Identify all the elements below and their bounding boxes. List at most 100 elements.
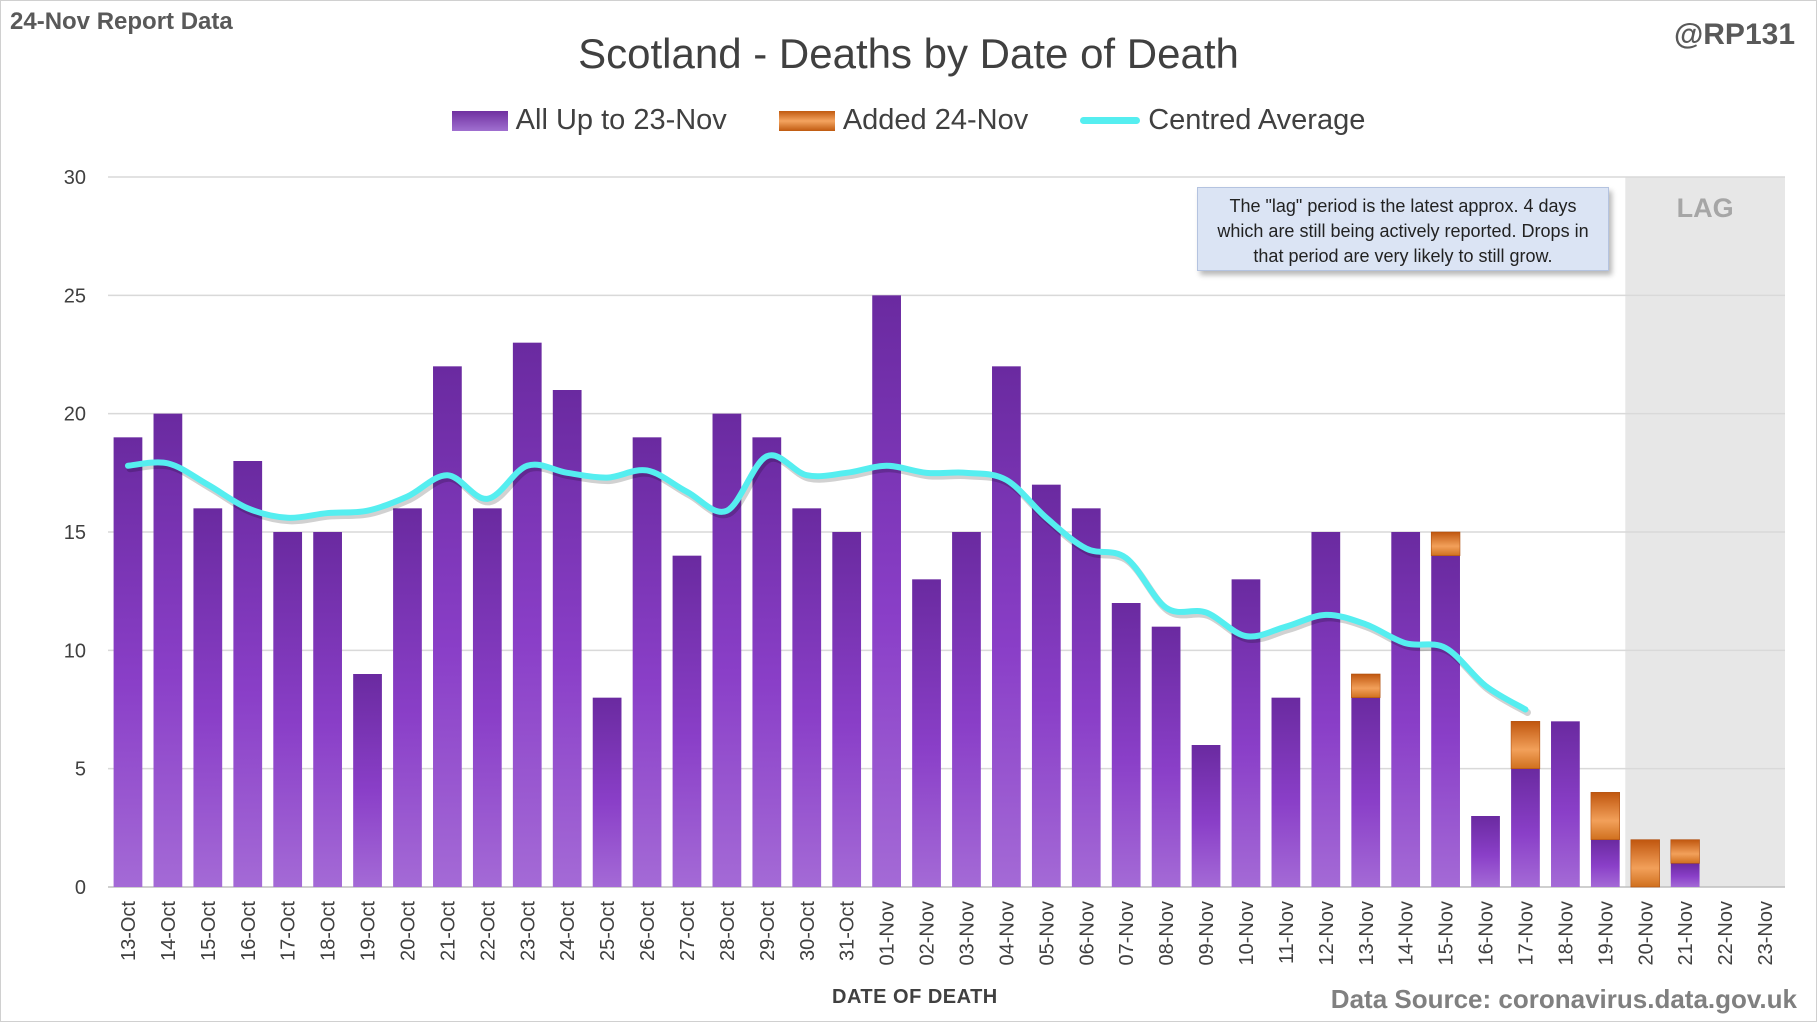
- lag-label: LAG: [1677, 193, 1734, 223]
- y-tick-label: 20: [64, 404, 86, 426]
- bar-base: [552, 390, 582, 887]
- bar-base: [1191, 745, 1221, 887]
- x-tick-label: 16-Oct: [238, 901, 260, 961]
- bar-base: [1351, 697, 1381, 887]
- author-handle: @RP131: [1674, 18, 1795, 51]
- bar-base: [592, 697, 622, 887]
- data-source: Data Source: coronavirus.data.gov.uk: [1330, 984, 1797, 1014]
- x-tick-label: 18-Oct: [318, 901, 340, 961]
- x-tick-label: 21-Oct: [437, 901, 459, 961]
- bar-base: [393, 508, 422, 887]
- lag-note: The "lag" period is the latest approx. 4…: [1197, 187, 1609, 271]
- legend-swatch-average: [1080, 117, 1141, 124]
- bar-added: [1670, 839, 1700, 864]
- x-tick-label: 19-Nov: [1595, 901, 1617, 965]
- legend-label-added: Added 24-Nov: [842, 104, 1029, 136]
- x-tick-label: 24-Oct: [557, 901, 579, 961]
- legend-label-base: All Up to 23-Nov: [515, 104, 727, 136]
- bar-base: [353, 674, 382, 887]
- bar-added: [1590, 792, 1620, 840]
- bar-base: [1031, 484, 1061, 887]
- x-tick-label: 15-Oct: [198, 901, 220, 961]
- x-tick-label: 20-Nov: [1635, 901, 1657, 965]
- x-tick-label: 28-Oct: [717, 901, 739, 961]
- bar-base: [1271, 697, 1301, 887]
- bar-added: [1510, 721, 1541, 769]
- bar-base: [1471, 816, 1500, 887]
- bar-base: [512, 342, 542, 888]
- bar-base: [433, 366, 462, 887]
- x-tick-label: 05-Nov: [1036, 901, 1058, 965]
- bar-base: [632, 437, 662, 887]
- y-tick-label: 15: [64, 522, 86, 544]
- bar-base: [1511, 768, 1540, 887]
- bar-base: [1311, 532, 1341, 887]
- x-tick-label: 25-Oct: [597, 901, 619, 961]
- x-tick-label: 17-Oct: [278, 901, 300, 961]
- x-tick-label: 13-Nov: [1356, 901, 1378, 965]
- chart-title: Scotland - Deaths by Date of Death: [578, 30, 1239, 77]
- bar-base: [313, 532, 342, 887]
- y-tick-label: 10: [64, 640, 86, 662]
- legend-label-average: Centred Average: [1148, 104, 1366, 136]
- legend-item-average: Centred Average: [1080, 104, 1365, 137]
- x-tick-label: 12-Nov: [1316, 901, 1338, 965]
- x-tick-label: 27-Oct: [677, 901, 699, 961]
- x-tick-label: 09-Nov: [1196, 901, 1218, 965]
- x-tick-label: 17-Nov: [1515, 901, 1537, 965]
- x-tick-label: 07-Nov: [1116, 901, 1138, 965]
- legend: All Up to 23-Nov Added 24-Nov Centred Av…: [0, 104, 1817, 137]
- bar-base: [113, 437, 143, 887]
- x-tick-label: 15-Nov: [1436, 901, 1458, 965]
- x-tick-label: 16-Nov: [1476, 901, 1498, 965]
- x-tick-label: 06-Nov: [1076, 901, 1098, 965]
- bar-base: [1071, 508, 1101, 887]
- bar-base: [1231, 579, 1261, 887]
- bar-base: [712, 413, 742, 887]
- x-tick-label: 14-Nov: [1396, 901, 1418, 965]
- bar-base: [1151, 626, 1181, 887]
- bar-base: [672, 555, 702, 887]
- x-tick-label: 19-Oct: [358, 901, 380, 961]
- bar-base: [233, 461, 263, 887]
- x-tick-label: 26-Oct: [637, 901, 659, 961]
- x-tick-label: 01-Nov: [877, 901, 899, 965]
- average-line: [124, 452, 1529, 713]
- x-axis-title: DATE OF DEATH: [832, 986, 998, 1008]
- x-tick-label: 20-Oct: [397, 901, 419, 961]
- bar-base: [792, 508, 822, 887]
- x-tick-label: 18-Nov: [1555, 901, 1577, 965]
- bar-base: [273, 532, 303, 887]
- bar-base: [1111, 603, 1141, 887]
- y-tick-label: 0: [75, 877, 86, 899]
- bar-base: [153, 413, 183, 887]
- bar-base: [872, 295, 901, 887]
- x-tick-label: 23-Oct: [517, 901, 539, 961]
- x-tick-label: 02-Nov: [917, 901, 939, 965]
- x-tick-label: 11-Nov: [1276, 901, 1298, 964]
- x-tick-label: 10-Nov: [1236, 901, 1258, 965]
- x-tick-label: 30-Oct: [797, 901, 819, 961]
- legend-swatch-added: [778, 110, 835, 131]
- x-tick-label: 29-Oct: [757, 901, 779, 961]
- bar-base: [832, 532, 862, 887]
- x-tick-label: 21-Nov: [1675, 901, 1697, 965]
- x-tick-label: 04-Nov: [996, 901, 1018, 965]
- x-tick-label: 03-Nov: [956, 901, 978, 965]
- bar-added: [1630, 839, 1660, 888]
- x-tick-label: 13-Oct: [118, 901, 140, 961]
- bar-added: [1351, 673, 1381, 698]
- x-tick-label: 31-Oct: [837, 901, 859, 961]
- bar-base: [1431, 555, 1460, 887]
- report-date-label: 24-Nov Report Data: [10, 8, 233, 35]
- y-tick-label: 5: [75, 759, 86, 781]
- bar-added: [1430, 531, 1461, 556]
- bar-base: [912, 579, 941, 887]
- bar-base: [1391, 532, 1421, 887]
- bar-base: [193, 508, 223, 887]
- y-tick-label: 25: [64, 285, 86, 307]
- x-tick-label: 23-Nov: [1755, 901, 1777, 965]
- legend-item-added: Added 24-Nov: [778, 104, 1029, 137]
- bar-base: [752, 437, 782, 887]
